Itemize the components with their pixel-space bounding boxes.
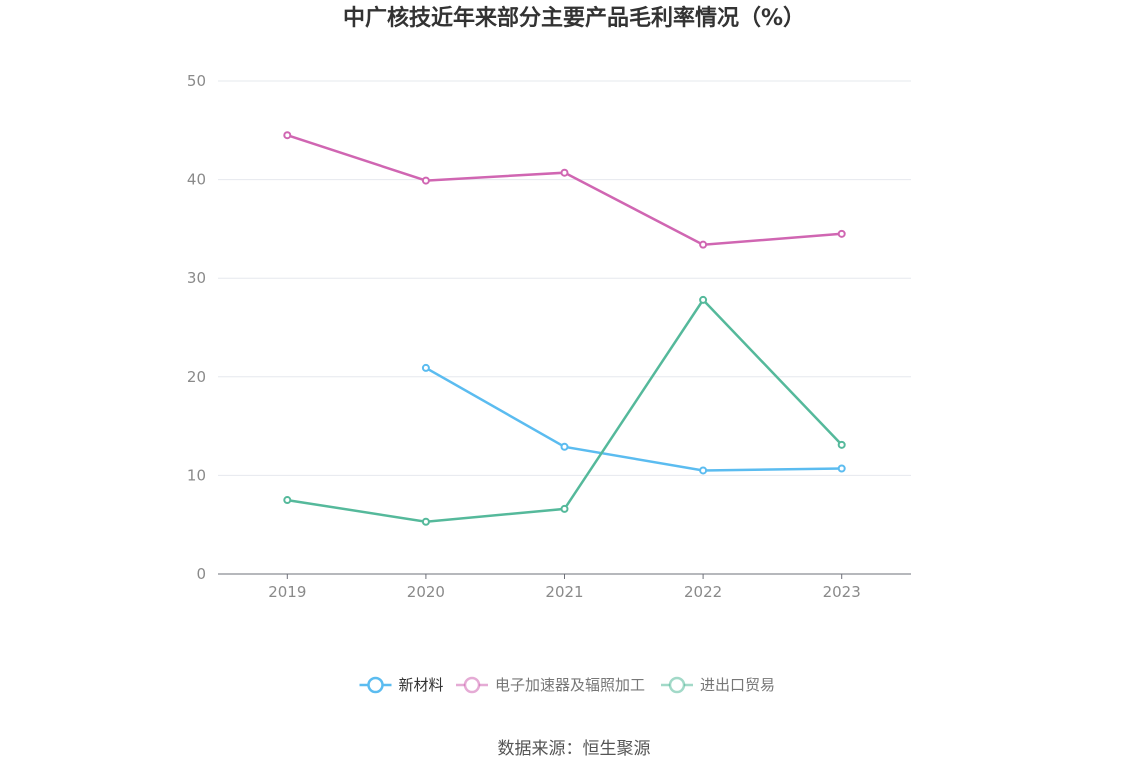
series-0 [421,363,846,475]
grid-lines [218,80,911,476]
data-point[interactable] [283,496,292,505]
data-point[interactable] [560,504,569,513]
series-lines [283,131,846,526]
series-2 [283,295,846,526]
y-tick-label: 30 [187,269,206,287]
legend-label: 新材料 [399,676,444,694]
x-tick-label: 2020 [407,583,445,601]
legend: 新材料 电子加速器及辐照加工 进出口贸易 [359,676,775,694]
legend-circle-icon [668,676,686,694]
data-point[interactable] [421,517,430,526]
y-tick-label: 20 [187,368,206,386]
x-tick-label: 2021 [545,583,583,601]
series-line [286,134,842,246]
data-point[interactable] [699,240,708,249]
x-axis: 2019 2020 2021 2022 2023 [218,573,911,601]
legend-label: 进出口贸易 [700,676,775,694]
legend-item[interactable]: 电子加速器及辐照加工 [456,676,645,694]
y-tick-label: 0 [196,565,206,583]
series-line [425,366,842,472]
x-tick-label: 2023 [823,583,861,601]
series-1 [283,131,846,249]
y-tick-label: 10 [187,466,206,484]
legend-label: 电子加速器及辐照加工 [495,676,645,694]
data-point[interactable] [699,466,708,475]
data-point[interactable] [283,131,292,140]
legend-circle-icon [463,676,481,694]
y-tick-label: 50 [187,72,206,90]
data-point[interactable] [837,464,846,473]
legend-item[interactable]: 进出口贸易 [661,676,775,694]
data-point[interactable] [421,176,430,185]
data-point[interactable] [560,442,569,451]
data-point[interactable] [699,295,708,304]
chart-title: 中广核技近年来部分主要产品毛利率情况（%） [343,5,805,31]
series-line [287,297,843,523]
data-point[interactable] [837,229,846,238]
y-tick-label: 40 [187,171,206,189]
legend-item[interactable]: 新材料 [359,676,444,694]
data-point[interactable] [560,168,569,177]
y-axis-ticks: 0 10 20 30 40 50 [187,72,206,583]
legend-circle-icon [367,676,384,694]
data-point[interactable] [421,363,430,372]
data-point[interactable] [837,440,846,449]
x-tick-label: 2019 [268,583,306,601]
x-tick-label: 2022 [684,583,722,601]
data-source: 数据来源：恒生聚源 [498,739,651,759]
